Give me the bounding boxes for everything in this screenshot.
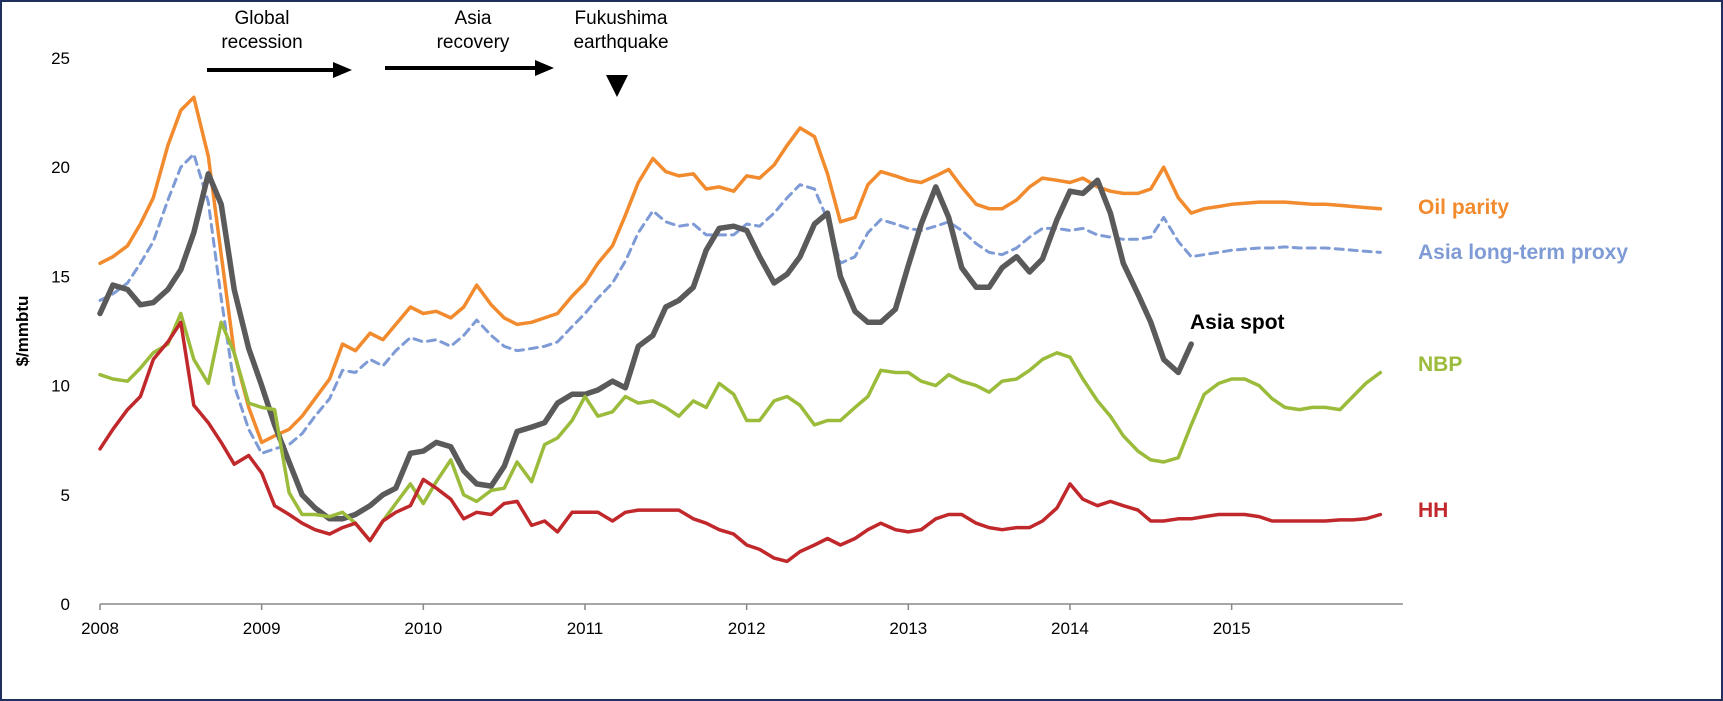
series-line xyxy=(97,171,1194,522)
y-tick-label: 25 xyxy=(51,49,70,68)
annotation: recovery xyxy=(437,32,510,53)
x-tick-label: 2014 xyxy=(1051,619,1089,638)
annotation: recession xyxy=(221,32,302,53)
x-tick-label: 2009 xyxy=(243,619,281,638)
series-label: Asia long-term proxy xyxy=(1418,241,1628,264)
arrow-head xyxy=(333,62,352,78)
annotation: Global xyxy=(235,8,290,29)
series-label: HH xyxy=(1418,499,1448,522)
y-tick-label: 10 xyxy=(51,377,70,396)
y-tick-label: 20 xyxy=(51,158,70,177)
annotation-arrows xyxy=(207,60,628,97)
x-tick-label: 2008 xyxy=(81,619,119,638)
y-tick-label: 15 xyxy=(51,267,70,286)
series-line xyxy=(98,311,1383,543)
annotation: Fukushima xyxy=(575,8,668,29)
y-tick-label: 5 xyxy=(61,486,70,505)
annotation: earthquake xyxy=(573,32,668,53)
event-marker xyxy=(606,75,628,97)
series-line xyxy=(98,152,1382,455)
annotation: Asia xyxy=(455,8,492,29)
x-tick-label: 2015 xyxy=(1213,619,1251,638)
x-tick-label: 2011 xyxy=(567,619,604,638)
y-tick-label: 0 xyxy=(61,595,70,614)
arrow-head xyxy=(535,60,554,76)
x-tick-label: 2010 xyxy=(404,619,442,638)
x-tick-label: 2012 xyxy=(728,619,766,638)
series-line xyxy=(98,95,1383,445)
series-label: Asia spot xyxy=(1190,311,1285,334)
series-label: NBP xyxy=(1418,353,1462,376)
series-line xyxy=(98,320,1383,564)
y-axis-label: $/mmbtu xyxy=(13,296,32,367)
x-tick-label: 2013 xyxy=(889,619,927,638)
series-label: Oil parity xyxy=(1418,196,1509,219)
